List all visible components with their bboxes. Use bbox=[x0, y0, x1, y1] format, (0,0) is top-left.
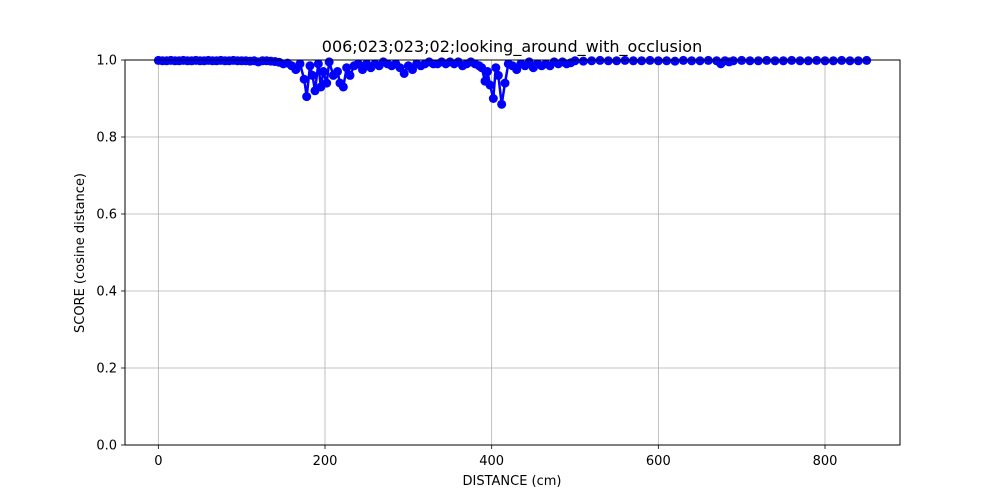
data-point bbox=[695, 56, 705, 66]
data-point bbox=[853, 56, 863, 66]
data-point bbox=[500, 78, 510, 88]
grid bbox=[125, 59, 900, 446]
data-point bbox=[845, 56, 855, 66]
data-point bbox=[653, 56, 663, 66]
data-point bbox=[295, 59, 305, 69]
data-point bbox=[728, 56, 738, 66]
plot-frame bbox=[124, 59, 901, 446]
data-point bbox=[485, 80, 495, 90]
data-point bbox=[820, 56, 830, 66]
x-tick-label: 200 bbox=[313, 454, 338, 469]
series-layer bbox=[153, 55, 872, 109]
data-point bbox=[637, 56, 647, 66]
data-point bbox=[828, 56, 838, 66]
data-point bbox=[497, 99, 507, 109]
data-point bbox=[603, 56, 613, 66]
data-point bbox=[322, 78, 332, 88]
data-point bbox=[488, 94, 498, 103]
data-point bbox=[338, 82, 348, 92]
x-axis: 0 200 400 600 800 bbox=[154, 445, 837, 469]
chart-title: 006;023;023;02;looking_around_with_occlu… bbox=[322, 37, 702, 57]
data-point bbox=[305, 61, 315, 71]
data-point bbox=[399, 68, 409, 78]
x-tick-label: 400 bbox=[479, 454, 504, 469]
data-point bbox=[578, 56, 588, 66]
y-tick-label: 0.4 bbox=[96, 285, 117, 300]
data-point bbox=[308, 70, 317, 80]
data-point bbox=[687, 56, 697, 66]
data-point bbox=[318, 67, 328, 77]
data-point bbox=[795, 56, 805, 66]
data-point bbox=[342, 63, 352, 73]
x-axis-label: DISTANCE (cm) bbox=[462, 474, 561, 489]
data-point bbox=[313, 59, 323, 69]
data-point bbox=[483, 67, 492, 77]
x-tick-label: 0 bbox=[154, 454, 162, 469]
data-point bbox=[493, 70, 503, 80]
data-point bbox=[491, 63, 501, 73]
data-point bbox=[612, 56, 622, 66]
data-point bbox=[302, 92, 312, 102]
y-tick-label: 0.0 bbox=[96, 439, 117, 454]
data-point bbox=[662, 56, 672, 66]
y-tick-label: 0.6 bbox=[96, 208, 117, 223]
data-point bbox=[324, 57, 334, 67]
data-point bbox=[753, 56, 763, 66]
data-point bbox=[803, 56, 813, 66]
data-point bbox=[345, 70, 355, 80]
data-point bbox=[570, 56, 580, 66]
y-tick-label: 0.2 bbox=[96, 362, 117, 377]
y-axis: 0.0 0.2 0.4 0.6 0.8 1.0 bbox=[96, 54, 125, 454]
y-tick-label: 1.0 bbox=[96, 54, 117, 69]
data-point bbox=[778, 56, 788, 66]
data-point bbox=[770, 56, 780, 66]
data-point bbox=[587, 56, 597, 66]
x-tick-label: 600 bbox=[646, 454, 671, 469]
data-point bbox=[628, 56, 638, 66]
data-point bbox=[299, 74, 309, 84]
y-axis-label: SCORE (cosine distance) bbox=[73, 173, 88, 333]
data-point bbox=[670, 56, 680, 66]
x-tick-label: 800 bbox=[813, 454, 838, 469]
data-point bbox=[333, 67, 342, 77]
data-point bbox=[745, 56, 755, 66]
y-tick-label: 0.8 bbox=[96, 131, 117, 146]
